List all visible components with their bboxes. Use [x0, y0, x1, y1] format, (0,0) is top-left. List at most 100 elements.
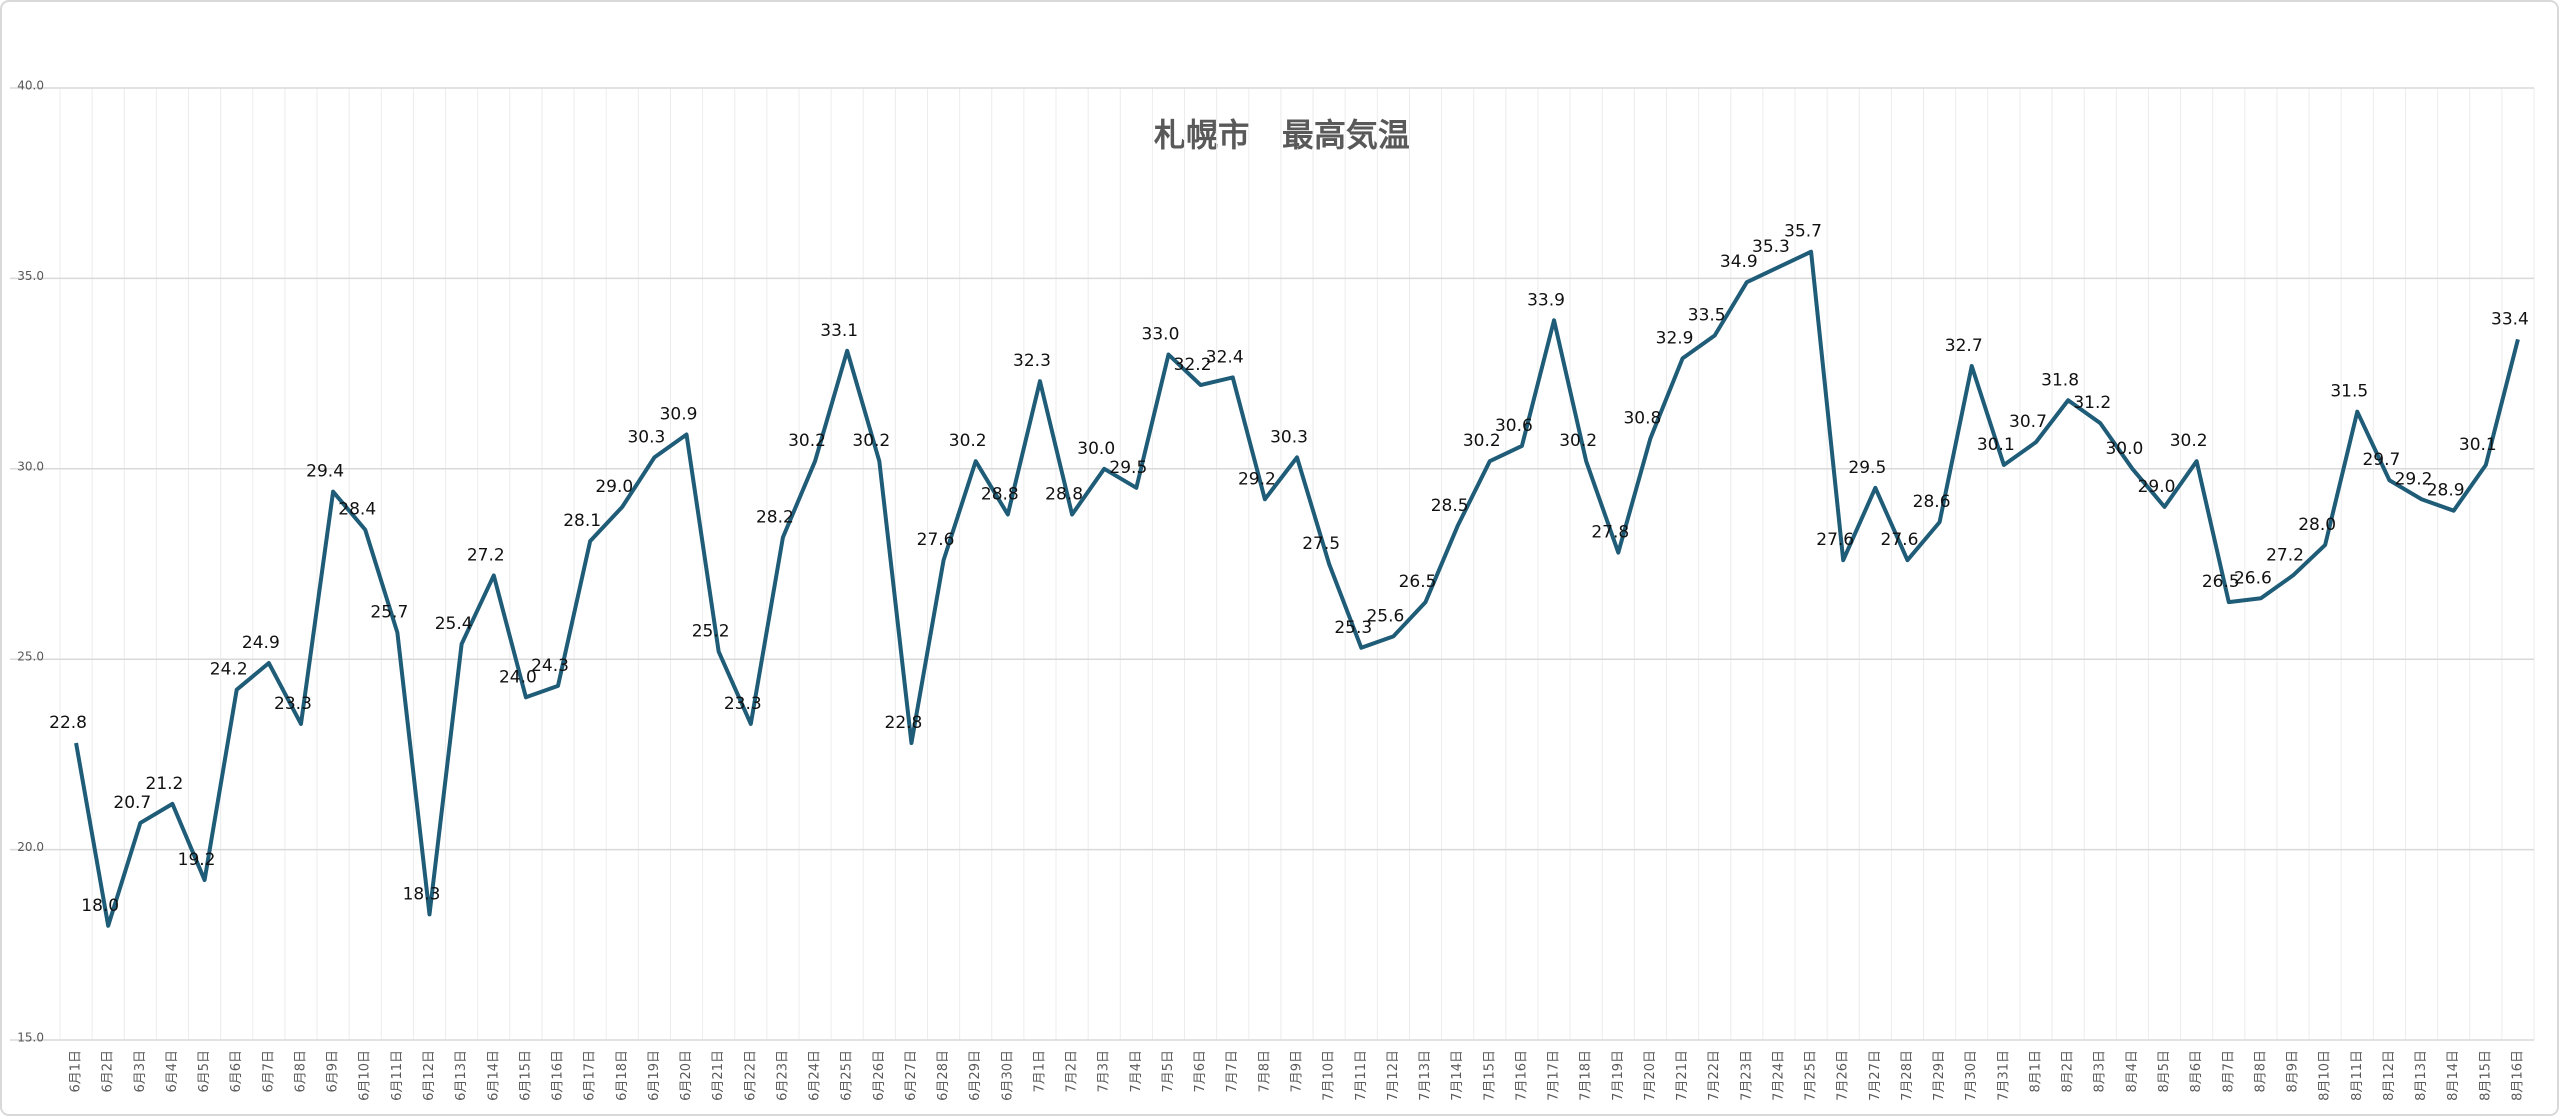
x-tick-label: 8月12日 — [2382, 1050, 2397, 1101]
x-tick-label: 8月7日 — [2221, 1050, 2236, 1093]
data-label: 35.3 — [1752, 237, 1790, 257]
data-label: 30.9 — [660, 405, 698, 425]
data-label: 28.0 — [2298, 515, 2336, 535]
x-tick-label: 7月13日 — [1418, 1050, 1433, 1101]
data-label: 28.9 — [2427, 481, 2465, 501]
data-label: 30.0 — [1077, 439, 1115, 459]
x-tick-label: 6月18日 — [615, 1050, 630, 1101]
data-line — [74, 249, 2520, 928]
x-tick-label: 7月18日 — [1579, 1050, 1594, 1101]
data-label: 27.6 — [1881, 530, 1919, 550]
x-tick-label: 6月27日 — [904, 1050, 919, 1101]
x-tick-label: 6月28日 — [936, 1050, 951, 1101]
data-label: 30.2 — [852, 431, 890, 451]
data-label: 27.8 — [1591, 523, 1629, 543]
x-tick-label: 7月23日 — [1739, 1050, 1754, 1101]
data-label: 33.5 — [1688, 306, 1726, 326]
data-label: 19.2 — [178, 850, 216, 870]
data-label: 34.9 — [1720, 252, 1758, 272]
data-label: 31.5 — [2330, 382, 2368, 402]
data-label: 30.3 — [1270, 427, 1308, 447]
x-tick-label: 7月9日 — [1290, 1050, 1305, 1093]
x-tick-label: 6月15日 — [518, 1050, 533, 1101]
chart-title: 札幌市 最高気温 — [1154, 116, 1410, 154]
x-tick-label: 8月11日 — [2350, 1050, 2365, 1101]
data-label: 33.0 — [1142, 325, 1180, 345]
data-label: 18.3 — [403, 884, 441, 904]
data-label: 20.7 — [113, 793, 151, 813]
data-label: 30.2 — [1559, 431, 1597, 451]
x-tick-label: 6月12日 — [422, 1050, 437, 1101]
x-tick-label: 7月14日 — [1450, 1050, 1465, 1101]
data-label: 33.9 — [1527, 290, 1565, 310]
x-tick-label: 7月22日 — [1707, 1050, 1722, 1101]
x-tick-label: 6月2日 — [101, 1050, 116, 1093]
data-label: 28.5 — [1431, 496, 1469, 516]
data-label: 29.2 — [2395, 469, 2433, 489]
data-label: 22.8 — [885, 713, 923, 733]
x-tick-label: 7月16日 — [1514, 1050, 1529, 1101]
x-tick-label: 7月10日 — [1322, 1050, 1337, 1101]
x-tick-label: 8月14日 — [2446, 1050, 2461, 1101]
data-label: 32.2 — [1174, 355, 1212, 375]
x-tick-label: 7月20日 — [1643, 1050, 1658, 1101]
data-label: 25.2 — [692, 622, 730, 642]
x-tick-label: 8月9日 — [2286, 1050, 2301, 1093]
x-tick-label: 7月31日 — [1996, 1050, 2011, 1101]
x-tick-label: 8月1日 — [2028, 1050, 2043, 1093]
x-tick-label: 7月4日 — [1129, 1050, 1144, 1093]
data-label: 30.1 — [1977, 435, 2015, 455]
data-label: 18.0 — [81, 896, 119, 916]
data-label: 30.0 — [2105, 439, 2143, 459]
data-label: 32.9 — [1656, 328, 1694, 348]
x-tick-label: 6月17日 — [583, 1050, 598, 1101]
x-tick-label: 6月13日 — [454, 1050, 469, 1101]
x-tick-label: 7月5日 — [1161, 1050, 1176, 1093]
data-label: 30.2 — [1463, 431, 1501, 451]
x-tick-label: 6月5日 — [197, 1050, 212, 1093]
data-label: 27.6 — [917, 530, 955, 550]
x-tick-label: 6月26日 — [872, 1050, 887, 1101]
data-label: 28.1 — [563, 511, 601, 531]
x-tick-label: 6月11日 — [390, 1050, 405, 1101]
x-tick-label: 6月29日 — [968, 1050, 983, 1101]
data-label: 27.6 — [1816, 530, 1854, 550]
x-tick-label: 6月6日 — [229, 1050, 244, 1093]
data-label: 29.0 — [2138, 477, 2176, 497]
data-label: 24.0 — [499, 667, 537, 687]
x-tick-label: 7月29日 — [1932, 1050, 1947, 1101]
x-tick-label: 6月4日 — [165, 1050, 180, 1093]
x-tick-label: 8月13日 — [2414, 1050, 2429, 1101]
x-tick-label: 7月19日 — [1611, 1050, 1626, 1101]
data-label: 30.8 — [1623, 408, 1661, 428]
data-label: 25.7 — [370, 603, 408, 623]
data-label: 30.2 — [788, 431, 826, 451]
data-label: 25.4 — [435, 614, 473, 634]
data-label: 28.6 — [1913, 492, 1951, 512]
x-tick-label: 8月16日 — [2510, 1050, 2525, 1101]
data-label: 27.2 — [467, 545, 505, 565]
data-label: 21.2 — [146, 774, 184, 794]
x-tick-label: 7月2日 — [1065, 1050, 1080, 1093]
x-tick-label: 7月21日 — [1675, 1050, 1690, 1101]
x-tick-label: 6月3日 — [133, 1050, 148, 1093]
data-label: 28.2 — [756, 507, 794, 527]
x-tick-label: 8月5日 — [2157, 1050, 2172, 1093]
data-label: 30.6 — [1495, 416, 1533, 436]
x-tick-label: 6月24日 — [808, 1050, 823, 1101]
x-tick-label: 6月7日 — [261, 1050, 276, 1093]
data-label: 33.4 — [2491, 309, 2529, 329]
y-tick-label: 25.0 — [17, 650, 44, 664]
x-tick-label: 6月30日 — [1000, 1050, 1015, 1101]
data-label: 24.9 — [242, 633, 280, 653]
data-label: 22.8 — [49, 713, 87, 733]
data-label: 30.1 — [2459, 435, 2497, 455]
data-label: 29.7 — [2362, 450, 2400, 470]
data-label: 32.4 — [1206, 347, 1244, 367]
x-tick-label: 6月9日 — [326, 1050, 341, 1093]
x-tick-label: 8月3日 — [2093, 1050, 2108, 1093]
y-tick-label: 35.0 — [17, 269, 44, 283]
